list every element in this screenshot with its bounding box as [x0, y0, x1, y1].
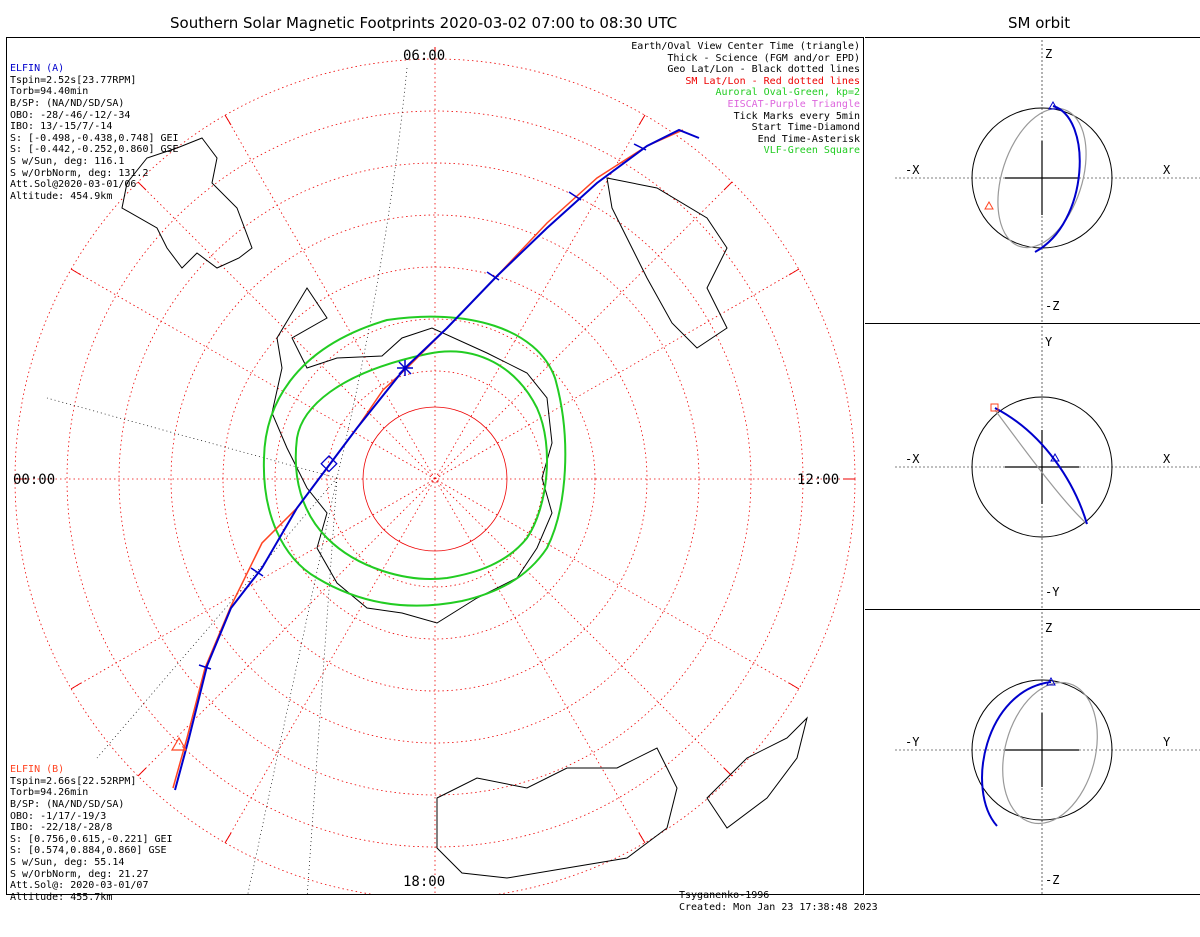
elfin-b-line: S w/OrbNorm, deg: 21.27 [10, 868, 149, 880]
orbit-panel-xy: -X X Y -Y [865, 323, 1200, 610]
axis-label: -X [905, 452, 920, 466]
elfin-a-line: Tspin=2.52s[23.77RPM] [10, 74, 137, 86]
hour-label-left: 00:00 [13, 472, 55, 488]
created-label: Created: Mon Jan 23 17:38:48 2023 [679, 901, 878, 913]
axis-label: Z [1045, 47, 1052, 61]
elfin-b-line: S w/Sun, deg: 55.14 [10, 856, 125, 868]
axis-label: -Z [1045, 873, 1059, 887]
orbit-plot-xy: -X X Y -Y [895, 326, 1200, 609]
end-asterisk-marker [397, 360, 413, 376]
view-center-triangle [170, 736, 188, 751]
elfin-b-line: Att.Sol@: 2020-03-01/07 [10, 880, 149, 892]
legend-entry: Earth/Oval View Center Time (triangle) [631, 41, 860, 52]
legend-entry: Auroral Oval-Green, kp=2 [715, 87, 861, 99]
elfin-a-line: S: [-0.442,-0.252,0.860] GSE [10, 144, 179, 156]
legend-entry: Geo Lat/Lon - Black dotted lines [667, 64, 860, 76]
axis-label: -X [905, 163, 920, 177]
auroral-ovals [262, 315, 567, 607]
elfin-b-line: B/SP: (NA/ND/SD/SA) [10, 798, 125, 810]
orbit-panel-yz: -Y Y Z -Z [865, 609, 1200, 895]
south-america-outline [121, 137, 253, 269]
elfin-a-line: Att.Sol@2020-03-01/06 [10, 179, 137, 191]
footprint-map-panel: 06:00 00:00 12:00 18:00 ELFIN (A) Tspin=2… [6, 37, 878, 913]
orbit-panel-xz: -X X Z -Z [865, 37, 1200, 324]
legend-entry: EISCAT-Purple Triangle [727, 98, 860, 110]
orbit-plot-yz: -Y Y Z -Z [895, 612, 1200, 894]
axis-label: -Z [1045, 299, 1059, 313]
elfin-a-name: ELFIN (A) [10, 63, 65, 75]
axis-label: -Y [905, 735, 920, 749]
axis-label: X [1163, 163, 1171, 177]
elfin-b-line: IBO: -22/18/-28/8 [10, 822, 113, 834]
elfin-b-trace [172, 129, 684, 789]
axis-label: -Y [1045, 585, 1060, 599]
auroral-oval-inner [294, 350, 548, 580]
elfin-a-trace [174, 128, 700, 791]
elfin-a-line: Torb=94.40min [10, 86, 89, 98]
orbit-plot-xz: -X X Z -Z [895, 40, 1200, 323]
auroral-oval-outer [262, 315, 567, 607]
elfin-b-line: S: [0.574,0.884,0.860] GSE [10, 845, 167, 857]
map-legend: Earth/Oval View Center Time (triangle) T… [631, 41, 860, 157]
hour-label-bottom: 18:00 [403, 874, 445, 890]
elfin-a-line: S w/Sun, deg: 116.1 [10, 155, 125, 167]
model-label: Tsyganenko-1996 [679, 890, 770, 902]
elfin-b-line: Torb=94.26min [10, 787, 89, 799]
hour-label-top: 06:00 [403, 48, 445, 64]
legend-entry: End Time-Asterisk [757, 133, 860, 145]
elfin-b-info: ELFIN (B) Tspin=2.66s[22.52RPM] Torb=94.26… [10, 741, 173, 927]
footprint-map: 06:00 00:00 12:00 18:00 [13, 47, 856, 894]
orbit-title: SM orbit [1008, 14, 1071, 32]
legend-entry: Tick Marks every 5min [733, 110, 860, 122]
legend-entry: SM Lat/Lon - Red dotted lines [685, 75, 860, 87]
trace-tick-marks [198, 143, 647, 670]
elfin-b-name: ELFIN (B) [10, 764, 65, 776]
main-title: Southern Solar Magnetic Footprints 2020-… [170, 14, 678, 32]
axis-label: X [1163, 452, 1171, 466]
elfin-b-line: Tspin=2.66s[22.52RPM] [10, 775, 137, 787]
elfin-a-line: IBO: 13/-15/7/-14 [10, 121, 113, 133]
new-zealand-outline [706, 716, 808, 829]
axis-label: Z [1045, 621, 1052, 635]
elfin-a-line: S w/OrbNorm, deg: 131.2 [10, 167, 149, 179]
coastlines [121, 137, 808, 879]
axis-label: Y [1163, 735, 1171, 749]
elfin-a-line: B/SP: (NA/ND/SD/SA) [10, 97, 125, 109]
australia-outline [436, 747, 678, 879]
antarctica-outline [271, 287, 553, 624]
elfin-b-line: OBO: -1/17/-19/3 [10, 810, 107, 822]
start-diamond-marker [320, 455, 338, 473]
elfin-b-line: S: [0.756,0.615,-0.221] GEI [10, 833, 173, 845]
elfin-a-info: ELFIN (A) Tspin=2.52s[23.77RPM] Torb=94.40… [10, 40, 179, 226]
legend-entry: VLF-Green Square [763, 145, 860, 157]
elfin-a-line: Altitude: 454.9km [10, 190, 113, 202]
legend-entry: Start Time-Diamond [751, 122, 860, 134]
map-footer: Tsyganenko-1996 Created: Mon Jan 23 17:38… [679, 867, 878, 937]
axis-label: Y [1045, 335, 1053, 349]
sm-longitude-grid [15, 59, 855, 894]
elfin-b-line: Altitude: 455.7km [10, 891, 113, 903]
legend-entry: Thick - Science (FGM and/or EPD) [667, 52, 860, 64]
elfin-a-line: S: [-0.498,-0.438,0.748] GEI [10, 132, 179, 144]
hour-label-right: 12:00 [797, 472, 839, 488]
africa-outline [606, 177, 728, 349]
elfin-a-line: OBO: -28/-46/-12/-34 [10, 109, 131, 121]
hour-ticks [15, 47, 855, 844]
geo-grid [46, 67, 408, 894]
